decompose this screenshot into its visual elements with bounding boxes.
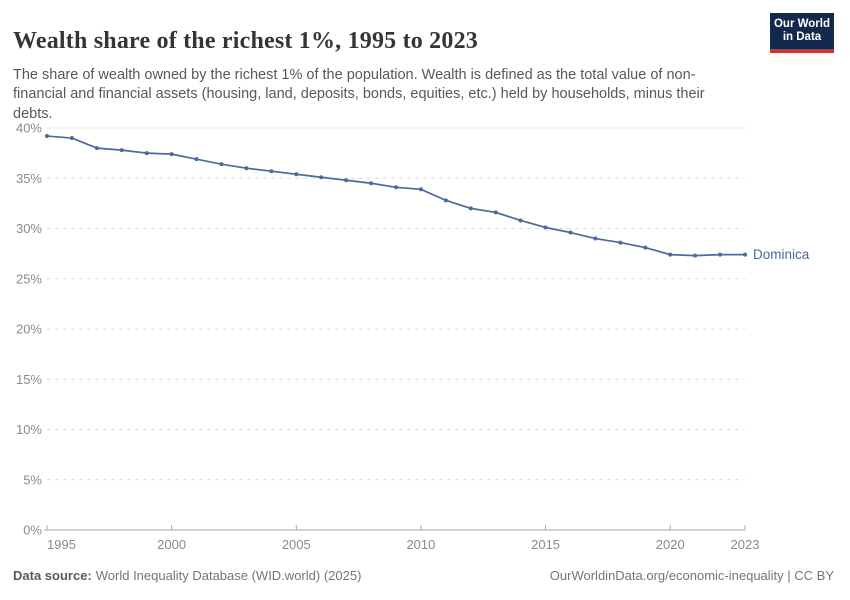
data-point: [668, 252, 673, 257]
data-source: Data source: World Inequality Database (W…: [13, 568, 361, 583]
data-point: [344, 178, 349, 183]
data-point: [543, 225, 548, 230]
data-point: [593, 236, 598, 241]
data-point: [618, 240, 623, 245]
y-axis-tick-label: 5%: [23, 472, 42, 487]
data-point: [144, 151, 149, 156]
x-axis-tick-label: 2020: [656, 537, 685, 552]
data-point: [119, 148, 124, 153]
owid-logo-line1: Our World: [773, 17, 830, 30]
data-point: [244, 166, 249, 171]
owid-logo: Our World in Data: [770, 13, 834, 53]
data-point: [718, 252, 723, 257]
y-axis-tick-label: 30%: [16, 221, 42, 236]
y-axis-tick-label: 25%: [16, 271, 42, 286]
y-axis-tick-label: 20%: [16, 322, 42, 337]
data-line: [46, 135, 746, 257]
data-point: [518, 218, 523, 223]
owid-logo-line2: in Data: [782, 31, 822, 43]
data-point: [418, 187, 423, 192]
data-point: [568, 230, 573, 235]
data-point: [219, 162, 224, 167]
y-axis-tick-label: 10%: [16, 422, 42, 437]
x-axis-tick-label: 2005: [282, 537, 311, 552]
data-source-value: World Inequality Database (WID.world) (2…: [95, 568, 362, 583]
series-label[interactable]: Dominica: [753, 247, 810, 262]
y-axis-tick-label: 15%: [16, 372, 42, 387]
data-point: [693, 253, 698, 258]
data-point: [45, 134, 49, 139]
data-point: [743, 252, 747, 257]
y-axis-tick-label: 35%: [16, 171, 42, 186]
x-axis-tick-label: 2000: [157, 537, 186, 552]
chart-subtitle: The share of wealth owned by the richest…: [13, 66, 705, 122]
owid-url-link[interactable]: OurWorldinData.org/economic-inequality |…: [549, 568, 834, 583]
data-point: [269, 169, 274, 174]
y-axis-tick-label: 40%: [16, 121, 42, 136]
data-point: [369, 181, 374, 186]
data-point: [493, 210, 498, 215]
data-point: [443, 198, 448, 203]
x-axis-tick-label: 2010: [406, 537, 435, 552]
data-point: [94, 146, 99, 151]
data-point: [468, 206, 473, 211]
data-point: [319, 175, 324, 180]
data-point: [194, 157, 199, 162]
chart-footer: Data source: World Inequality Database (W…: [13, 568, 834, 583]
data-point: [394, 185, 398, 190]
x-axis-tick-label: 1995: [47, 537, 76, 552]
chart-title: Wealth share of the richest 1%, 1995 to …: [13, 28, 478, 55]
data-point: [643, 245, 648, 250]
x-axis-tick-label: 2023: [731, 537, 760, 552]
y-axis-tick-label: 0%: [23, 523, 42, 538]
x-axis-tick-label: 2015: [531, 537, 560, 552]
data-point: [294, 172, 299, 177]
data-point: [169, 152, 174, 157]
data-source-label: Data source:: [13, 568, 92, 583]
data-point: [69, 136, 74, 141]
